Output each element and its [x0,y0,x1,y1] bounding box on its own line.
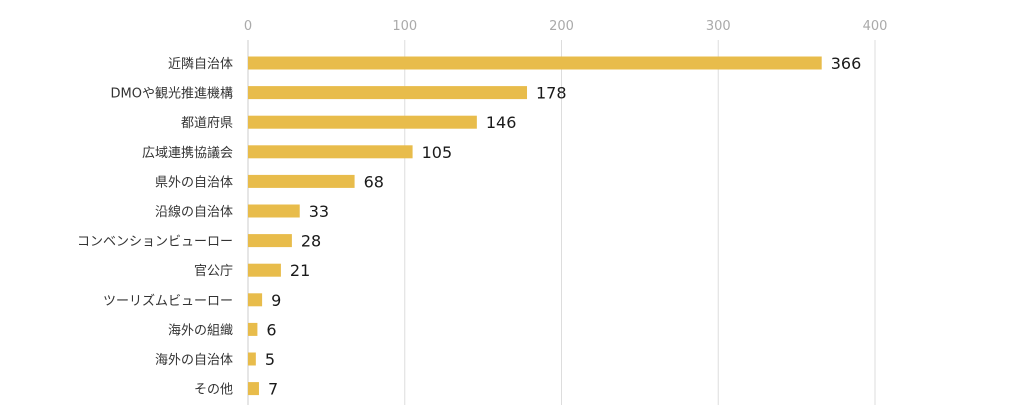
category-label: 海外の自治体 [155,353,233,368]
bar [248,352,256,366]
data-label: 21 [290,261,310,280]
data-label: 178 [536,84,567,103]
data-label: 9 [271,291,281,310]
x-tick-label: 0 [244,19,252,34]
category-label: その他 [194,383,233,398]
category-label: 官公庁 [194,263,233,279]
data-label: 105 [422,143,453,162]
category-label: 沿線の自治体 [155,204,233,220]
category-label: ツーリズムビューロー [103,293,233,309]
data-label: 28 [301,232,321,251]
bar [248,322,258,336]
bar-series [248,56,822,396]
value-labels: 366 178 146 105 68 33 28 21 9 6 5 7 [265,54,861,399]
x-tick-label: 400 [863,19,888,34]
bar [248,174,355,188]
data-label: 366 [831,54,862,73]
bar [248,115,477,129]
data-label: 68 [364,172,384,191]
bar [248,145,413,159]
data-label: 5 [265,350,275,369]
x-axis-ticks: 0 100 200 300 400 [244,19,888,34]
data-label: 7 [268,380,278,399]
data-label: 146 [486,113,517,132]
bar [248,234,292,248]
category-label: 県外の自治体 [155,175,233,190]
data-label: 33 [309,202,329,221]
x-tick-label: 100 [392,19,417,34]
category-labels: 近隣自治体 DMOや観光推進機構都道府県広域連携協議会県外の自治体沿線の自治体コン… [77,56,233,398]
bar [248,56,822,70]
category-label: DMOや観光推進機構 [111,87,233,102]
bar [248,382,259,396]
x-tick-label: 300 [706,19,731,34]
category-label: コンベンションビューロー [77,235,233,250]
category-label: 近隣自治体 [168,56,233,72]
grid-layer [247,40,876,405]
bar [248,86,528,100]
category-label: 広域連携協議会 [142,145,233,161]
data-label: 6 [266,320,276,339]
bar [248,263,281,277]
x-tick-label: 200 [549,19,574,34]
category-label: 海外の組織 [168,323,233,338]
bar [248,293,263,307]
category-label: 都道府県 [181,116,233,131]
bar [248,204,300,218]
